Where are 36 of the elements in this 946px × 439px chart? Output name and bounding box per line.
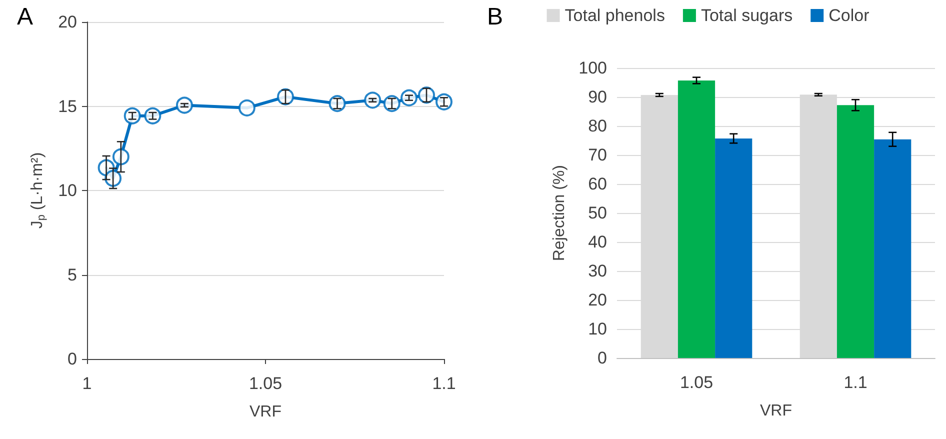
bar	[874, 139, 912, 358]
y-tick-label: 70	[588, 146, 607, 164]
y-tick-label: 10	[58, 181, 77, 200]
x-tick-label: 1.05	[680, 373, 714, 392]
y-tick-label: 20	[588, 290, 607, 310]
x-axis-title: VRF	[760, 402, 792, 420]
y-tick-label: 20	[58, 12, 77, 32]
y-axis-title: Rejection (%)	[551, 164, 568, 262]
bar	[836, 105, 874, 358]
y-tick-label: 5	[68, 265, 77, 284]
x-tick-label: 1.1	[844, 373, 868, 392]
y-tick-label: 50	[588, 204, 607, 222]
chart-title: B	[487, 4, 504, 30]
bar	[715, 138, 752, 358]
x-axis-title: VRF	[250, 404, 282, 420]
y-tick-label: 60	[588, 174, 607, 194]
y-axis-title: Jp (L·h·m²)	[29, 152, 48, 229]
y-tick-label: 10	[588, 320, 607, 338]
y-tick-label: 0	[68, 350, 77, 368]
y-tick-label: 15	[58, 96, 77, 116]
point	[112, 148, 130, 166]
x-tick-label: 1	[82, 374, 92, 393]
y-tick-label: 100	[578, 58, 607, 78]
chart-title: A	[17, 4, 34, 30]
y-tick-label: 0	[598, 348, 607, 368]
legend-label: Total sugars	[700, 6, 793, 25]
y-tick-label: 80	[588, 116, 607, 136]
y-tick-label: 90	[588, 88, 607, 106]
bar	[678, 80, 716, 358]
y-tick-label: 30	[588, 262, 607, 280]
y-tick-label: 40	[588, 232, 607, 252]
x-tick-label: 1.05	[248, 374, 282, 393]
legend-label: Total phenols	[564, 6, 665, 25]
point	[238, 99, 256, 116]
x-tick-label: 1.1	[432, 374, 456, 393]
legend-label: Color	[828, 6, 870, 25]
